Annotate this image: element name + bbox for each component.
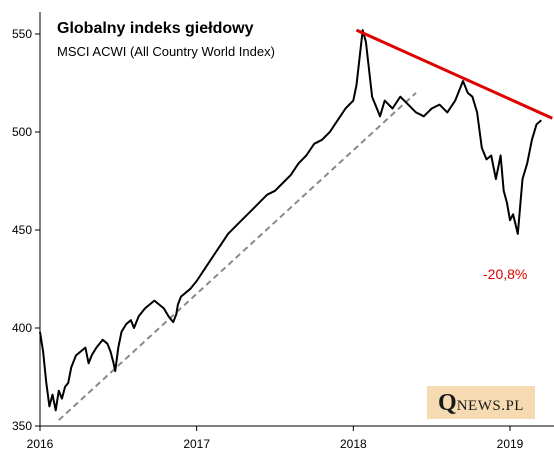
- support-line: [58, 92, 417, 421]
- chart-title: Globalny indeks giełdowy: [57, 20, 254, 37]
- logo-initial: Q: [438, 390, 457, 416]
- x-tick-label: 2018: [340, 437, 367, 451]
- y-tick-label: 400: [12, 321, 32, 335]
- qnews-logo: Q NEWS.PL: [427, 386, 535, 419]
- logo-text: NEWS.PL: [456, 398, 524, 414]
- x-tick-label: 2016: [27, 437, 54, 451]
- y-tick-label: 450: [12, 223, 32, 237]
- index-series-line: [39, 29, 542, 412]
- x-tick-label: 2017: [183, 437, 210, 451]
- y-tick-label: 350: [12, 419, 32, 433]
- drawdown-annotation: -20,8%: [483, 266, 528, 282]
- y-tick-label: 550: [12, 27, 32, 41]
- y-tick-label: 500: [12, 125, 32, 139]
- resistance-trendline: [355, 28, 553, 120]
- chart-subtitle: MSCI ACWI (All Country World Index): [57, 44, 275, 59]
- x-tick-label: 2019: [497, 437, 524, 451]
